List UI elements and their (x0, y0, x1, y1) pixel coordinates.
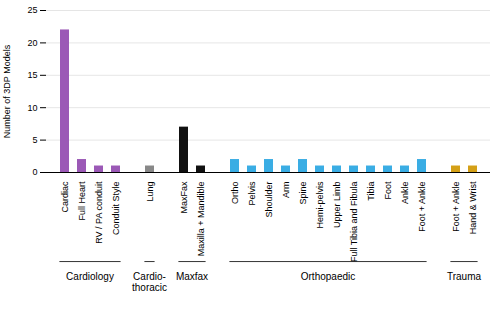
svg-text:Maxilla + Mandible: Maxilla + Mandible (196, 182, 206, 257)
svg-text:Maxfax: Maxfax (176, 271, 208, 282)
svg-text:5: 5 (32, 135, 37, 145)
svg-text:Trauma: Trauma (447, 271, 482, 282)
svg-text:Pelvis: Pelvis (247, 181, 257, 206)
svg-text:Hemi-pelvis: Hemi-pelvis (315, 181, 325, 229)
svg-text:Full Tibia and Fibula: Full Tibia and Fibula (349, 182, 359, 263)
svg-text:Upper Limb: Upper Limb (332, 182, 342, 229)
svg-text:15: 15 (27, 70, 37, 80)
svg-text:Full Heart: Full Heart (77, 181, 87, 221)
svg-text:25: 25 (27, 5, 37, 15)
svg-text:Number of 3DP Models: Number of 3DP Models (2, 44, 12, 138)
svg-text:Shoulder: Shoulder (264, 182, 274, 218)
svg-text:20: 20 (27, 38, 37, 48)
svg-text:Tibia: Tibia (366, 182, 376, 201)
svg-text:Ortho: Ortho (230, 182, 240, 205)
svg-text:MaxFax: MaxFax (179, 181, 189, 214)
svg-text:Orthopaedic: Orthopaedic (301, 271, 355, 282)
svg-text:Cardiac: Cardiac (60, 181, 70, 213)
svg-text:Cardio-thoracic: Cardio-thoracic (132, 271, 167, 294)
svg-text:Arm: Arm (281, 182, 291, 199)
svg-text:Conduit Style: Conduit Style (111, 182, 121, 236)
svg-text:Foot + Ankle: Foot + Ankle (417, 182, 427, 232)
svg-text:Foot + Ankle: Foot + Ankle (451, 182, 461, 232)
svg-text:Ankle: Ankle (400, 182, 410, 205)
svg-text:Foot: Foot (383, 181, 393, 200)
svg-text:Hand & Wrist: Hand & Wrist (468, 181, 478, 234)
svg-text:10: 10 (27, 103, 37, 113)
svg-text:0: 0 (32, 167, 37, 177)
svg-text:Spine: Spine (298, 182, 308, 205)
svg-text:RV / PA conduit: RV / PA conduit (94, 181, 104, 244)
svg-text:Lung: Lung (145, 182, 155, 202)
svg-text:Cardiology: Cardiology (66, 271, 114, 282)
